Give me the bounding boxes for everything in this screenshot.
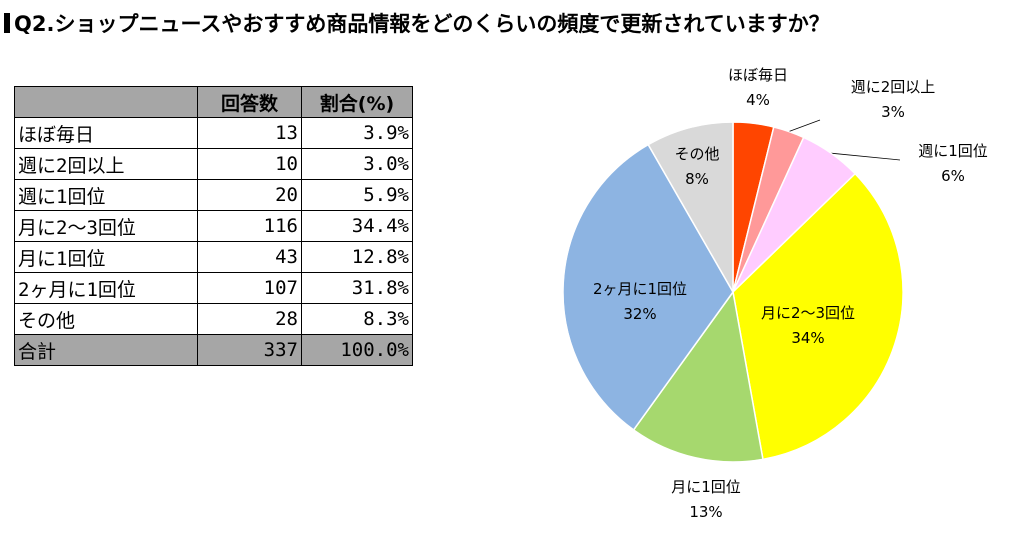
leader-line bbox=[788, 119, 821, 132]
slice-category-label: 月に2～3回位 bbox=[761, 304, 855, 322]
slice-category-label: 週に1回位 bbox=[918, 142, 988, 160]
slice-percent-label: 6% bbox=[941, 167, 965, 185]
table-header-blank bbox=[14, 86, 198, 118]
slice-percent-label: 3% bbox=[881, 103, 905, 121]
data-table: 回答数 割合(%) ほぼ毎日 13 3.9% 週に2回以上 10 3.0% 週に… bbox=[14, 86, 413, 366]
table-total-row: 合計 337 100.0% bbox=[14, 334, 413, 366]
table-cell-count: 107 bbox=[197, 272, 302, 304]
table-cell-count: 116 bbox=[197, 210, 302, 242]
slice-percent-label: 13% bbox=[689, 503, 722, 521]
slice-category-label: 週に2回以上 bbox=[851, 78, 936, 96]
slice-percent-label: 34% bbox=[791, 329, 824, 347]
table-cell-ratio: 5.9% bbox=[301, 179, 413, 211]
slice-category-label: その他 bbox=[674, 145, 719, 163]
chart-title: Q2.ショップニュースやおすすめ商品情報をどのくらいの頻度で更新されていますか？ bbox=[4, 8, 830, 38]
table-cell-ratio: 8.3% bbox=[301, 303, 413, 335]
table-cell-count: 13 bbox=[197, 117, 302, 149]
slice-category-label: ほぼ毎日 bbox=[728, 66, 788, 84]
table-cell-category: 週に1回位 bbox=[14, 179, 198, 211]
pie-outline bbox=[562, 121, 904, 463]
table-total-label: 合計 bbox=[14, 334, 198, 366]
table-cell-ratio: 3.9% bbox=[301, 117, 413, 149]
table-header-count: 回答数 bbox=[197, 86, 302, 118]
pie-slices bbox=[562, 121, 904, 463]
slice-category-label: 月に1回位 bbox=[671, 478, 741, 496]
table-total-count: 337 bbox=[197, 334, 302, 366]
table-header-ratio: 割合(%) bbox=[301, 86, 413, 118]
table-cell-category: その他 bbox=[14, 303, 198, 335]
table-row: 月に1回位 43 12.8% bbox=[14, 241, 413, 273]
table-header-row: 回答数 割合(%) bbox=[14, 86, 413, 118]
table-cell-count: 43 bbox=[197, 241, 302, 273]
slice-percent-label: 32% bbox=[623, 305, 656, 323]
table-row: 週に2回以上 10 3.0% bbox=[14, 148, 413, 180]
slice-percent-label: 8% bbox=[685, 170, 709, 188]
table-cell-count: 20 bbox=[197, 179, 302, 211]
slice-category-label: 2ヶ月に1回位 bbox=[593, 280, 687, 298]
slice-percent-label: 4% bbox=[746, 91, 770, 109]
title-text: Q2.ショップニュースやおすすめ商品情報をどのくらいの頻度で更新されていますか？ bbox=[14, 12, 830, 36]
leader-line bbox=[831, 152, 901, 161]
table-cell-category: 月に1回位 bbox=[14, 241, 198, 273]
table-row: 週に1回位 20 5.9% bbox=[14, 179, 413, 211]
table-row: ほぼ毎日 13 3.9% bbox=[14, 117, 413, 149]
table-total-ratio: 100.0% bbox=[301, 334, 413, 366]
title-bullet-icon bbox=[4, 13, 10, 33]
table-cell-category: ほぼ毎日 bbox=[14, 117, 198, 149]
